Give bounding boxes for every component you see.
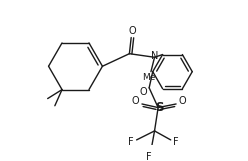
Text: F: F — [173, 137, 179, 147]
Text: O: O — [132, 96, 139, 106]
Text: F: F — [128, 137, 134, 147]
Text: O: O — [140, 87, 148, 97]
Text: S: S — [155, 101, 163, 114]
Text: F: F — [146, 152, 152, 161]
Text: O: O — [128, 26, 136, 36]
Text: N: N — [151, 51, 158, 61]
Text: O: O — [179, 96, 186, 106]
Text: Me: Me — [142, 73, 156, 82]
